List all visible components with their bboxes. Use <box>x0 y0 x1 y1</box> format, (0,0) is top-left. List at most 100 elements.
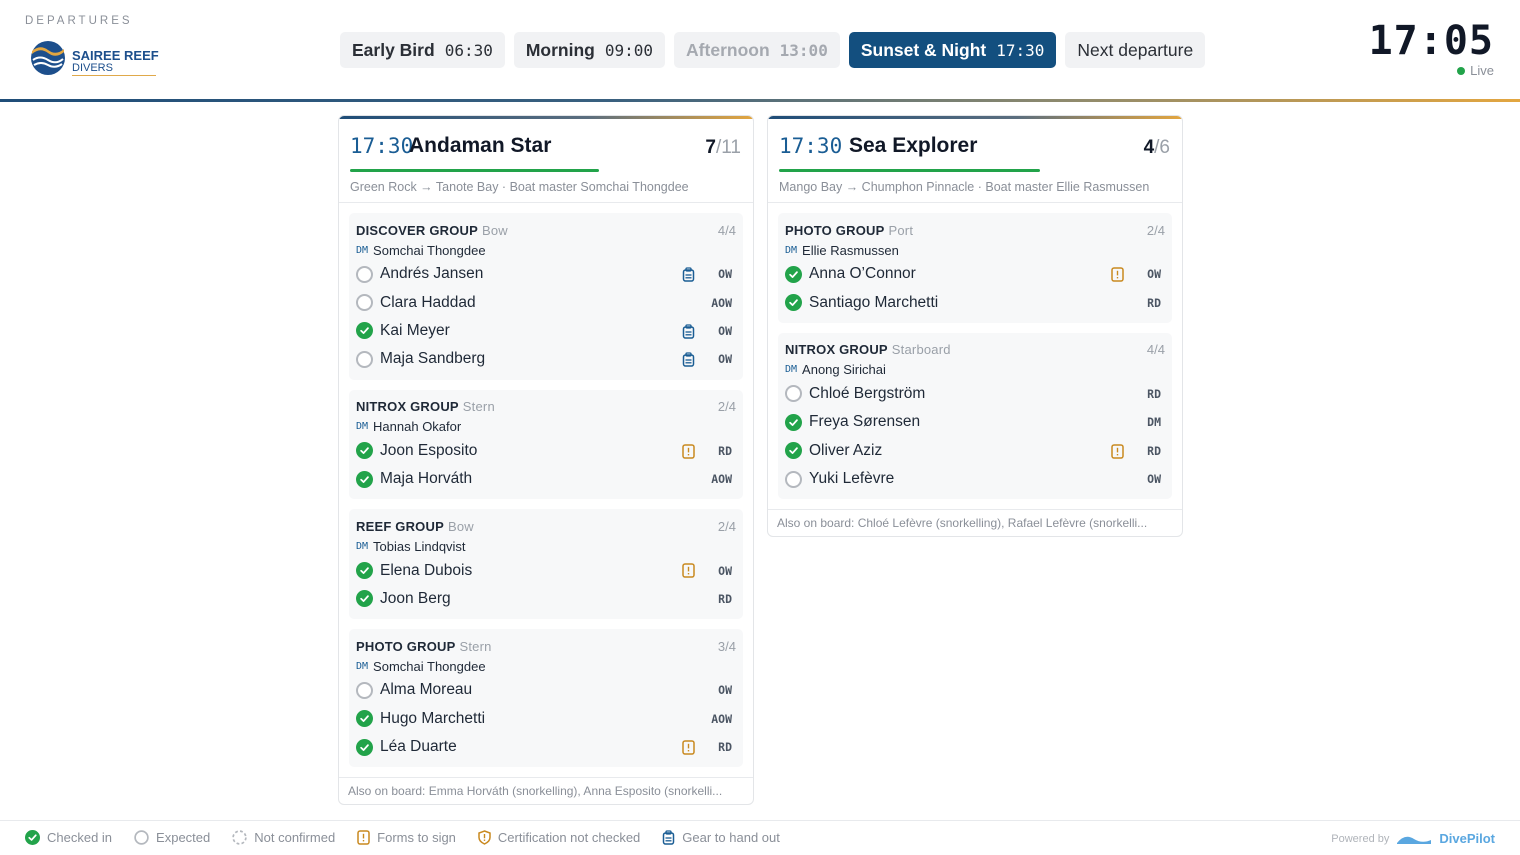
tab-time: 06:30 <box>444 40 493 60</box>
divemaster-name: Tobias Lindqvist <box>373 538 466 554</box>
diver-name: Alma Moreau <box>380 681 473 699</box>
diver-name: Elena Dubois <box>380 561 473 579</box>
dm-badge: DM <box>356 244 369 256</box>
legend-label: Certification not checked <box>497 830 641 845</box>
departure-time: 17:30 <box>350 134 414 158</box>
certification-badge: RD <box>1147 443 1161 458</box>
gear-icon <box>682 324 696 339</box>
divemaster: DM Tobias Lindqvist <box>356 536 736 556</box>
divemaster-name: Somchai Thongdee <box>373 658 486 674</box>
expected-icon <box>356 294 373 312</box>
live-indicator: Live <box>1457 63 1494 78</box>
route-info: Mango Bay → Chumphon Pinnacle · Boat mas… <box>779 180 1150 194</box>
tab-early-bird[interactable]: Early Bird 06:30 <box>340 32 505 68</box>
dive-group: PHOTO GROUP Stern 3/4 DM Somchai Thongdee Alm… <box>349 629 743 768</box>
checked-in-icon <box>785 294 802 312</box>
checked-in-icon <box>356 442 373 460</box>
diver-row[interactable]: Andrés Jansen OW <box>356 260 736 288</box>
diver-row[interactable]: Chloé Bergström RD <box>785 380 1165 408</box>
diver-row[interactable]: Alma Moreau OW <box>356 676 736 704</box>
group-count: 3/4 <box>717 638 736 654</box>
boat-card-andaman-star: 17:30 Andaman Star 7/11 Green Rock → Tanote… <box>338 115 754 806</box>
tab-next-departure[interactable]: Next departure <box>1065 32 1206 68</box>
tab-label: Afternoon <box>686 39 770 60</box>
checkin-progress-bar <box>350 169 599 172</box>
group-position: Stern <box>459 638 492 654</box>
header: DEPARTURES SAIREE REEF DIVERS Early Bird… <box>0 0 1520 102</box>
group-count: 2/4 <box>717 518 736 534</box>
legend-gear: Gear to hand out <box>662 830 780 845</box>
certification-badge: AOW <box>711 295 732 310</box>
diver-row[interactable]: Maja Horváth AOW <box>356 465 736 493</box>
diver-row[interactable]: Yuki Lefèvre OW <box>785 465 1165 493</box>
diver-row[interactable]: Freya Sørensen DM <box>785 408 1165 436</box>
certification-badge: RD <box>718 443 732 458</box>
boat-name: Sea Explorer <box>849 134 978 157</box>
divemaster: DM Somchai Thongdee <box>356 656 736 676</box>
diver-row[interactable]: Clara Haddad AOW <box>356 288 736 316</box>
checked-in-icon <box>356 562 373 580</box>
diver-row[interactable]: Kai Meyer OW <box>356 317 736 345</box>
forms-icon <box>1111 267 1125 282</box>
checked-in-icon <box>356 470 373 488</box>
group-header: PHOTO GROUP Port 2/4 <box>785 220 1165 240</box>
diver-row[interactable]: Santiago Marchetti RD <box>785 288 1165 316</box>
group-name: NITROX GROUP <box>356 399 459 415</box>
legend: Checked in Expected Not confirmed Forms … <box>25 830 780 845</box>
diver-row[interactable]: Léa Duarte RD <box>356 733 736 761</box>
tab-label: Early Bird <box>352 39 435 60</box>
diver-row[interactable]: Oliver Aziz RD <box>785 437 1165 465</box>
group-count: 2/4 <box>1146 222 1165 238</box>
departure-time: 17:30 <box>779 134 843 158</box>
dm-badge: DM <box>356 660 369 672</box>
expected-icon <box>785 470 802 488</box>
expected-icon <box>134 830 149 845</box>
diver-row[interactable]: Joon Berg RD <box>356 585 736 613</box>
brand-name: DivePilot <box>1439 831 1495 846</box>
checked-in-icon <box>785 442 802 460</box>
diver-name: Maja Sandberg <box>380 350 486 368</box>
tab-afternoon[interactable]: Afternoon 13:00 <box>674 32 840 68</box>
diver-row[interactable]: Joon Esposito RD <box>356 437 736 465</box>
logo-subtitle: DIVERS <box>72 62 113 74</box>
certification-badge: OW <box>1147 267 1161 282</box>
card-accent-bar <box>339 116 753 119</box>
legend-footer: Checked in Expected Not confirmed Forms … <box>0 820 1520 855</box>
card-accent-bar <box>768 116 1182 119</box>
gear-icon <box>682 352 696 367</box>
tab-label: Next departure <box>1077 39 1194 60</box>
logo-underline <box>72 75 156 76</box>
diver-row[interactable]: Anna O’Connor OW <box>785 260 1165 288</box>
dm-badge: DM <box>785 244 798 256</box>
departure-tabs: Early Bird 06:30 Morning 09:00 Afternoon… <box>340 32 1206 68</box>
checked-in-icon <box>356 322 373 340</box>
also-on-board: Also on board: Chloé Lefèvre (snorkellin… <box>768 509 1182 536</box>
diver-row[interactable]: Elena Dubois OW <box>356 556 736 584</box>
group-position: Bow <box>447 518 474 534</box>
group-name: PHOTO GROUP <box>356 638 456 654</box>
powered-by: Powered by DivePilot <box>1331 831 1495 846</box>
certification-badge: OW <box>718 267 732 282</box>
diver-name: Andrés Jansen <box>380 265 484 283</box>
tab-morning[interactable]: Morning 09:00 <box>513 32 666 68</box>
boat-card-sea-explorer: 17:30 Sea Explorer 4/6 Mango Bay → Chumphon… <box>767 115 1183 538</box>
expected-icon <box>356 350 373 368</box>
expected-icon <box>356 265 373 283</box>
divemaster: DM Somchai Thongdee <box>356 240 736 260</box>
diver-row[interactable]: Hugo Marchetti AOW <box>356 705 736 733</box>
live-label: Live <box>1470 63 1494 78</box>
diver-row[interactable]: Maja Sandberg OW <box>356 345 736 373</box>
certification-badge: RD <box>1147 386 1161 401</box>
tab-sunset-night[interactable]: Sunset & Night 17:30 <box>848 32 1057 68</box>
group-title: NITROX GROUP Stern <box>356 399 495 414</box>
certification-badge: RD <box>718 740 732 755</box>
capacity: /11 <box>715 137 741 158</box>
expected-icon <box>356 681 373 699</box>
gear-icon <box>682 267 696 282</box>
dive-group: DISCOVER GROUP Bow 4/4 DM Somchai Thongdee An… <box>349 213 743 380</box>
group-position: Starboard <box>891 342 951 358</box>
live-dot-icon <box>1457 66 1466 75</box>
divemaster: DM Ellie Rasmussen <box>785 240 1165 260</box>
dive-group: REEF GROUP Bow 2/4 DM Tobias Lindqvist Elena … <box>349 509 743 620</box>
forms-icon <box>682 443 696 459</box>
